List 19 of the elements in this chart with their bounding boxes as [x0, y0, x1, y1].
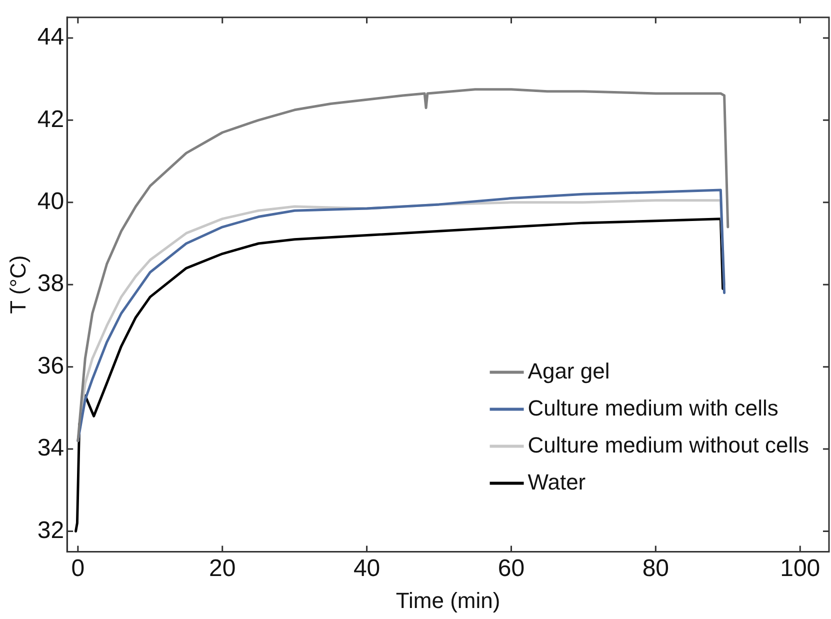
- y-tick-label: 32: [37, 516, 64, 544]
- y-axis-title: T (°C): [5, 255, 30, 314]
- x-tick-label: 20: [209, 554, 236, 582]
- y-tick-label: 40: [37, 188, 64, 216]
- x-tick-label: 80: [642, 554, 670, 582]
- y-tick-label: 44: [37, 24, 64, 51]
- x-tick-label: 100: [780, 554, 820, 582]
- legend-label: Culture medium with cells: [528, 395, 778, 420]
- legend-label: Culture medium without cells: [528, 432, 810, 458]
- x-tick-label: 60: [498, 554, 525, 582]
- x-axis-title: Time (min): [396, 588, 500, 613]
- x-tick-label: 0: [71, 554, 85, 582]
- x-tick-label: 40: [353, 554, 380, 582]
- y-tick-label: 36: [37, 352, 64, 380]
- y-tick-label: 38: [37, 270, 64, 298]
- y-tick-label: 42: [37, 106, 64, 133]
- legend-label: Agar gel: [528, 358, 610, 384]
- legend-label: Water: [528, 469, 586, 494]
- y-tick-label: 34: [37, 434, 64, 462]
